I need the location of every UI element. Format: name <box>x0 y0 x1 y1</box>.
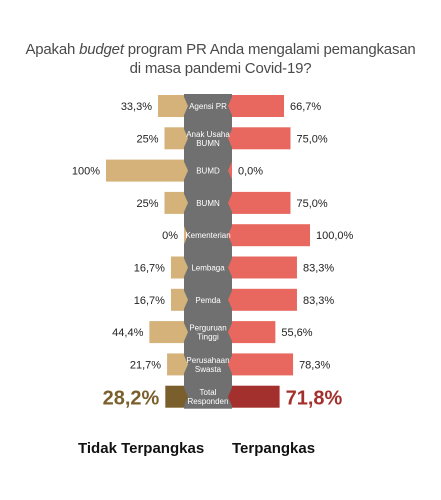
category-label-agensi-pr: Agensi PR <box>189 102 227 111</box>
category-label-kementerian: Kementerian <box>185 231 230 240</box>
category-label-anak-usaha-bumn: Anak Usaha BUMN <box>186 130 230 148</box>
notch-left-bumn <box>184 193 188 212</box>
value-label-left-anak-usaha-bumn: 25% <box>136 133 158 145</box>
value-label-right-agensi-pr: 66,7% <box>290 101 321 113</box>
total-value-right: 71,8% <box>286 388 343 410</box>
category-label-lembaga: Lembaga <box>191 264 225 273</box>
notch-left-anak-usaha-bumn <box>184 129 188 148</box>
notch-left-agensi-pr <box>184 97 188 115</box>
bar-left-bumn <box>164 191 184 214</box>
value-label-right-perguruan-tinggi: 55,6% <box>281 327 312 339</box>
bar-right-pemda <box>232 288 297 311</box>
category-label-bumn: BUMN <box>196 199 220 208</box>
bar-left-lembaga <box>170 256 184 279</box>
bar-right-perguruan-tinggi <box>232 321 276 344</box>
chart-title: Apakah budget program PR Anda mengalami … <box>0 40 441 78</box>
value-label-right-perusahaan-swasta: 78,3% <box>299 359 330 371</box>
category-label-total: Total Responden <box>188 388 229 406</box>
bar-left-anak-usaha-bumn <box>164 127 184 150</box>
total-value-left: 28,2% <box>103 388 160 410</box>
value-label-right-bumd: 0,0% <box>238 166 263 178</box>
value-label-left-perguruan-tinggi: 44,4% <box>112 327 143 339</box>
value-label-left-bumd: 100% <box>72 166 100 178</box>
notch-left-lembaga <box>184 258 188 277</box>
bar-right-kementerian <box>232 224 310 247</box>
notch-right-anak-usaha-bumn <box>228 129 232 148</box>
notch-left-bumd <box>184 161 188 180</box>
notch-left-kementerian <box>184 226 188 245</box>
value-label-right-kementerian: 100,0% <box>316 230 354 242</box>
notch-right-pemda <box>228 290 232 309</box>
notch-right-bumd <box>228 161 232 180</box>
value-label-left-perusahaan-swasta: 21,7% <box>130 359 161 371</box>
bar-right-bumn <box>232 191 291 214</box>
value-label-left-lembaga: 16,7% <box>134 263 165 275</box>
value-label-left-pemda: 16,7% <box>134 295 165 307</box>
bar-right-perusahaan-swasta <box>232 353 294 376</box>
center-column <box>184 94 232 409</box>
notch-left-perguruan-tinggi <box>184 323 188 342</box>
bar-left-bumd <box>106 159 184 182</box>
bar-right-agensi-pr <box>232 95 285 117</box>
notch-right-bumn <box>228 193 232 212</box>
category-label-perguruan-tinggi: Perguruan Tinggi <box>189 324 226 342</box>
notch-right-kementerian <box>228 226 232 245</box>
category-label-perusahaan-swasta: Perusahaan Swasta <box>186 356 229 374</box>
notch-right-agensi-pr <box>228 97 232 115</box>
bar-right-total <box>232 385 280 408</box>
bar-left-agensi-pr <box>158 95 184 117</box>
notch-right-perguruan-tinggi <box>228 323 232 342</box>
category-label-pemda: Pemda <box>195 296 221 305</box>
notch-left-total <box>184 387 188 406</box>
value-label-left-bumn: 25% <box>136 198 158 210</box>
chart-title-line1: Apakah budget program PR Anda mengalami … <box>25 41 416 58</box>
value-label-right-lembaga: 83,3% <box>303 263 334 275</box>
legend-terpangkas: Terpangkas <box>232 440 316 457</box>
notch-right-lembaga <box>228 258 232 277</box>
value-label-right-pemda: 83,3% <box>303 295 334 307</box>
notch-left-perusahaan-swasta <box>184 355 188 374</box>
bar-left-total <box>165 385 184 408</box>
value-label-left-agensi-pr: 33,3% <box>121 101 152 113</box>
notch-left-pemda <box>184 290 188 309</box>
category-label-bumd: BUMD <box>196 167 220 176</box>
bar-left-pemda <box>170 288 184 311</box>
bar-left-perusahaan-swasta <box>167 353 184 376</box>
chart-title-line2: di masa pandemi Covid-19? <box>129 60 312 77</box>
legend-tidak-terpangkas: Tidak Terpangkas <box>78 440 205 457</box>
value-label-right-anak-usaha-bumn: 75,0% <box>297 133 328 145</box>
notch-right-perusahaan-swasta <box>228 355 232 374</box>
bar-right-lembaga <box>232 256 297 279</box>
bar-right-anak-usaha-bumn <box>232 127 291 150</box>
bar-left-perguruan-tinggi <box>149 321 184 344</box>
value-label-right-bumn: 75,0% <box>297 198 328 210</box>
notch-right-total <box>228 387 232 406</box>
value-label-left-kementerian: 0% <box>162 230 178 242</box>
